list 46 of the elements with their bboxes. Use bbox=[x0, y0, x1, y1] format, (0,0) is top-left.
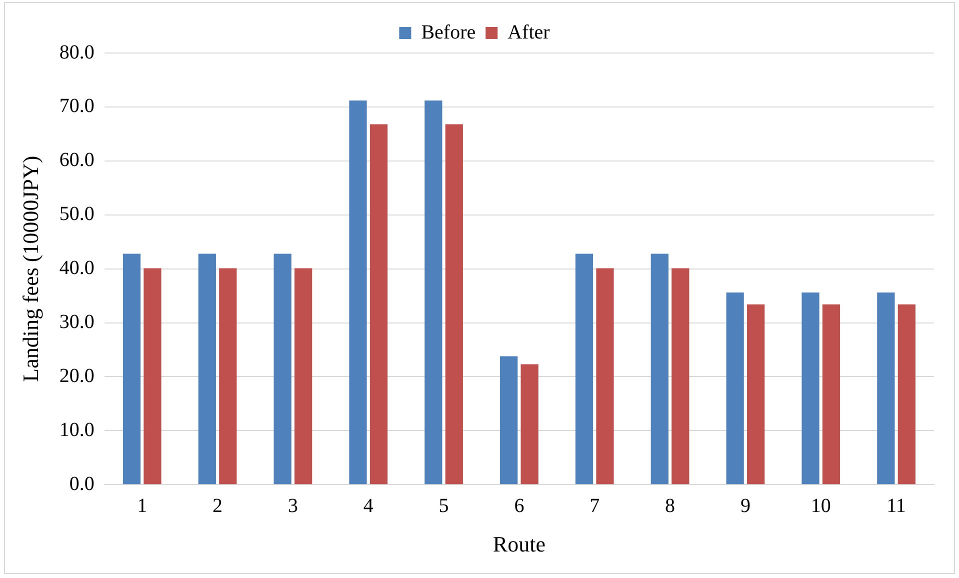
y-tick-label: 40.0 bbox=[59, 257, 94, 280]
x-tick-label: 11 bbox=[886, 494, 906, 517]
bar bbox=[274, 254, 292, 484]
bar bbox=[349, 100, 367, 484]
bar bbox=[198, 254, 216, 484]
bar bbox=[520, 364, 538, 484]
bar bbox=[726, 292, 744, 484]
bar bbox=[877, 292, 895, 484]
x-tick-label: 2 bbox=[212, 494, 223, 517]
y-tick-label: 0.0 bbox=[69, 472, 94, 495]
bar bbox=[219, 268, 237, 484]
bar bbox=[294, 268, 312, 484]
x-tick-label: 9 bbox=[740, 494, 750, 517]
x-tick-label: 5 bbox=[438, 494, 449, 517]
legend-label: After bbox=[508, 21, 550, 44]
x-tick-label: 7 bbox=[590, 494, 600, 517]
bar bbox=[672, 268, 690, 484]
x-tick-label: 10 bbox=[810, 494, 831, 517]
bar bbox=[122, 254, 141, 484]
bar bbox=[445, 124, 463, 484]
y-axis-title: Landing fees (10000JPY) bbox=[18, 156, 43, 382]
legend-label: Before bbox=[421, 21, 476, 44]
bar bbox=[144, 268, 162, 484]
x-tick-label: 1 bbox=[137, 494, 148, 517]
bar bbox=[424, 100, 442, 484]
y-tick-label: 10.0 bbox=[59, 418, 94, 441]
bar bbox=[650, 254, 668, 484]
x-axis-title: Route bbox=[492, 532, 546, 557]
y-tick-label: 70.0 bbox=[59, 95, 94, 118]
bar bbox=[500, 356, 518, 484]
y-tick-label: 60.0 bbox=[59, 149, 94, 172]
y-tick-label: 20.0 bbox=[59, 364, 94, 387]
bar bbox=[822, 304, 840, 484]
y-tick-label: 80.0 bbox=[59, 41, 94, 64]
x-tick-label: 8 bbox=[665, 494, 676, 517]
x-tick-label: 3 bbox=[288, 494, 298, 517]
bar bbox=[898, 304, 916, 484]
y-tick-label: 30.0 bbox=[59, 311, 94, 333]
x-tick-label: 4 bbox=[363, 494, 374, 517]
bar bbox=[370, 124, 388, 484]
bar bbox=[802, 292, 820, 484]
y-tick-label: 50.0 bbox=[59, 203, 94, 226]
bar bbox=[747, 304, 765, 484]
bar bbox=[596, 268, 614, 484]
x-tick-label: 6 bbox=[514, 494, 524, 517]
bar bbox=[575, 254, 594, 484]
